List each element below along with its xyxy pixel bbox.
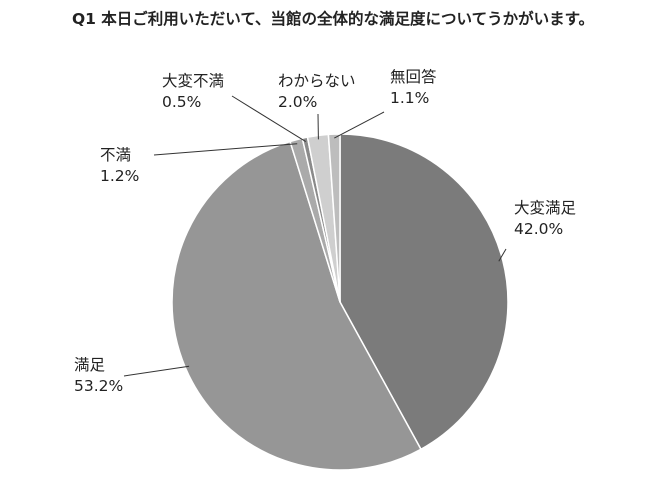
slice-category-label: 満足 xyxy=(74,356,105,374)
leader-lines xyxy=(123,95,507,377)
leader-line xyxy=(498,248,507,262)
pie-slice xyxy=(327,133,341,303)
slice-value-label: 42.0% xyxy=(514,220,563,238)
leader-line xyxy=(123,365,190,377)
slice-value-label: 53.2% xyxy=(74,377,123,395)
slice-value-label: 0.5% xyxy=(162,93,201,111)
slice-labels: 大変満足 42.0% 満足 53.2% 不満 1.2% 大変不満 0.5% わからない 2.0% 無… xyxy=(74,68,576,395)
leader-line xyxy=(334,111,385,139)
slice-category-label: 不満 xyxy=(100,146,131,164)
slice-category-label: 大変不満 xyxy=(162,72,224,90)
slice-value-label: 1.2% xyxy=(100,167,139,185)
pie-slice xyxy=(339,133,509,451)
slice-category-label: わからない xyxy=(278,72,356,90)
slice-category-label: 無回答 xyxy=(390,68,437,86)
leader-line xyxy=(153,143,298,156)
slice-value-label: 1.1% xyxy=(390,89,429,107)
chart-title: Q1 本日ご利用いただいて、当館の全体的な満足度についてうかがいます。 xyxy=(72,9,594,28)
slice-value-label: 2.0% xyxy=(278,93,317,111)
slice-category-label: 大変満足 xyxy=(514,199,576,217)
leader-line xyxy=(231,95,306,143)
pie-slices xyxy=(171,133,509,471)
pie-slice xyxy=(171,140,422,471)
